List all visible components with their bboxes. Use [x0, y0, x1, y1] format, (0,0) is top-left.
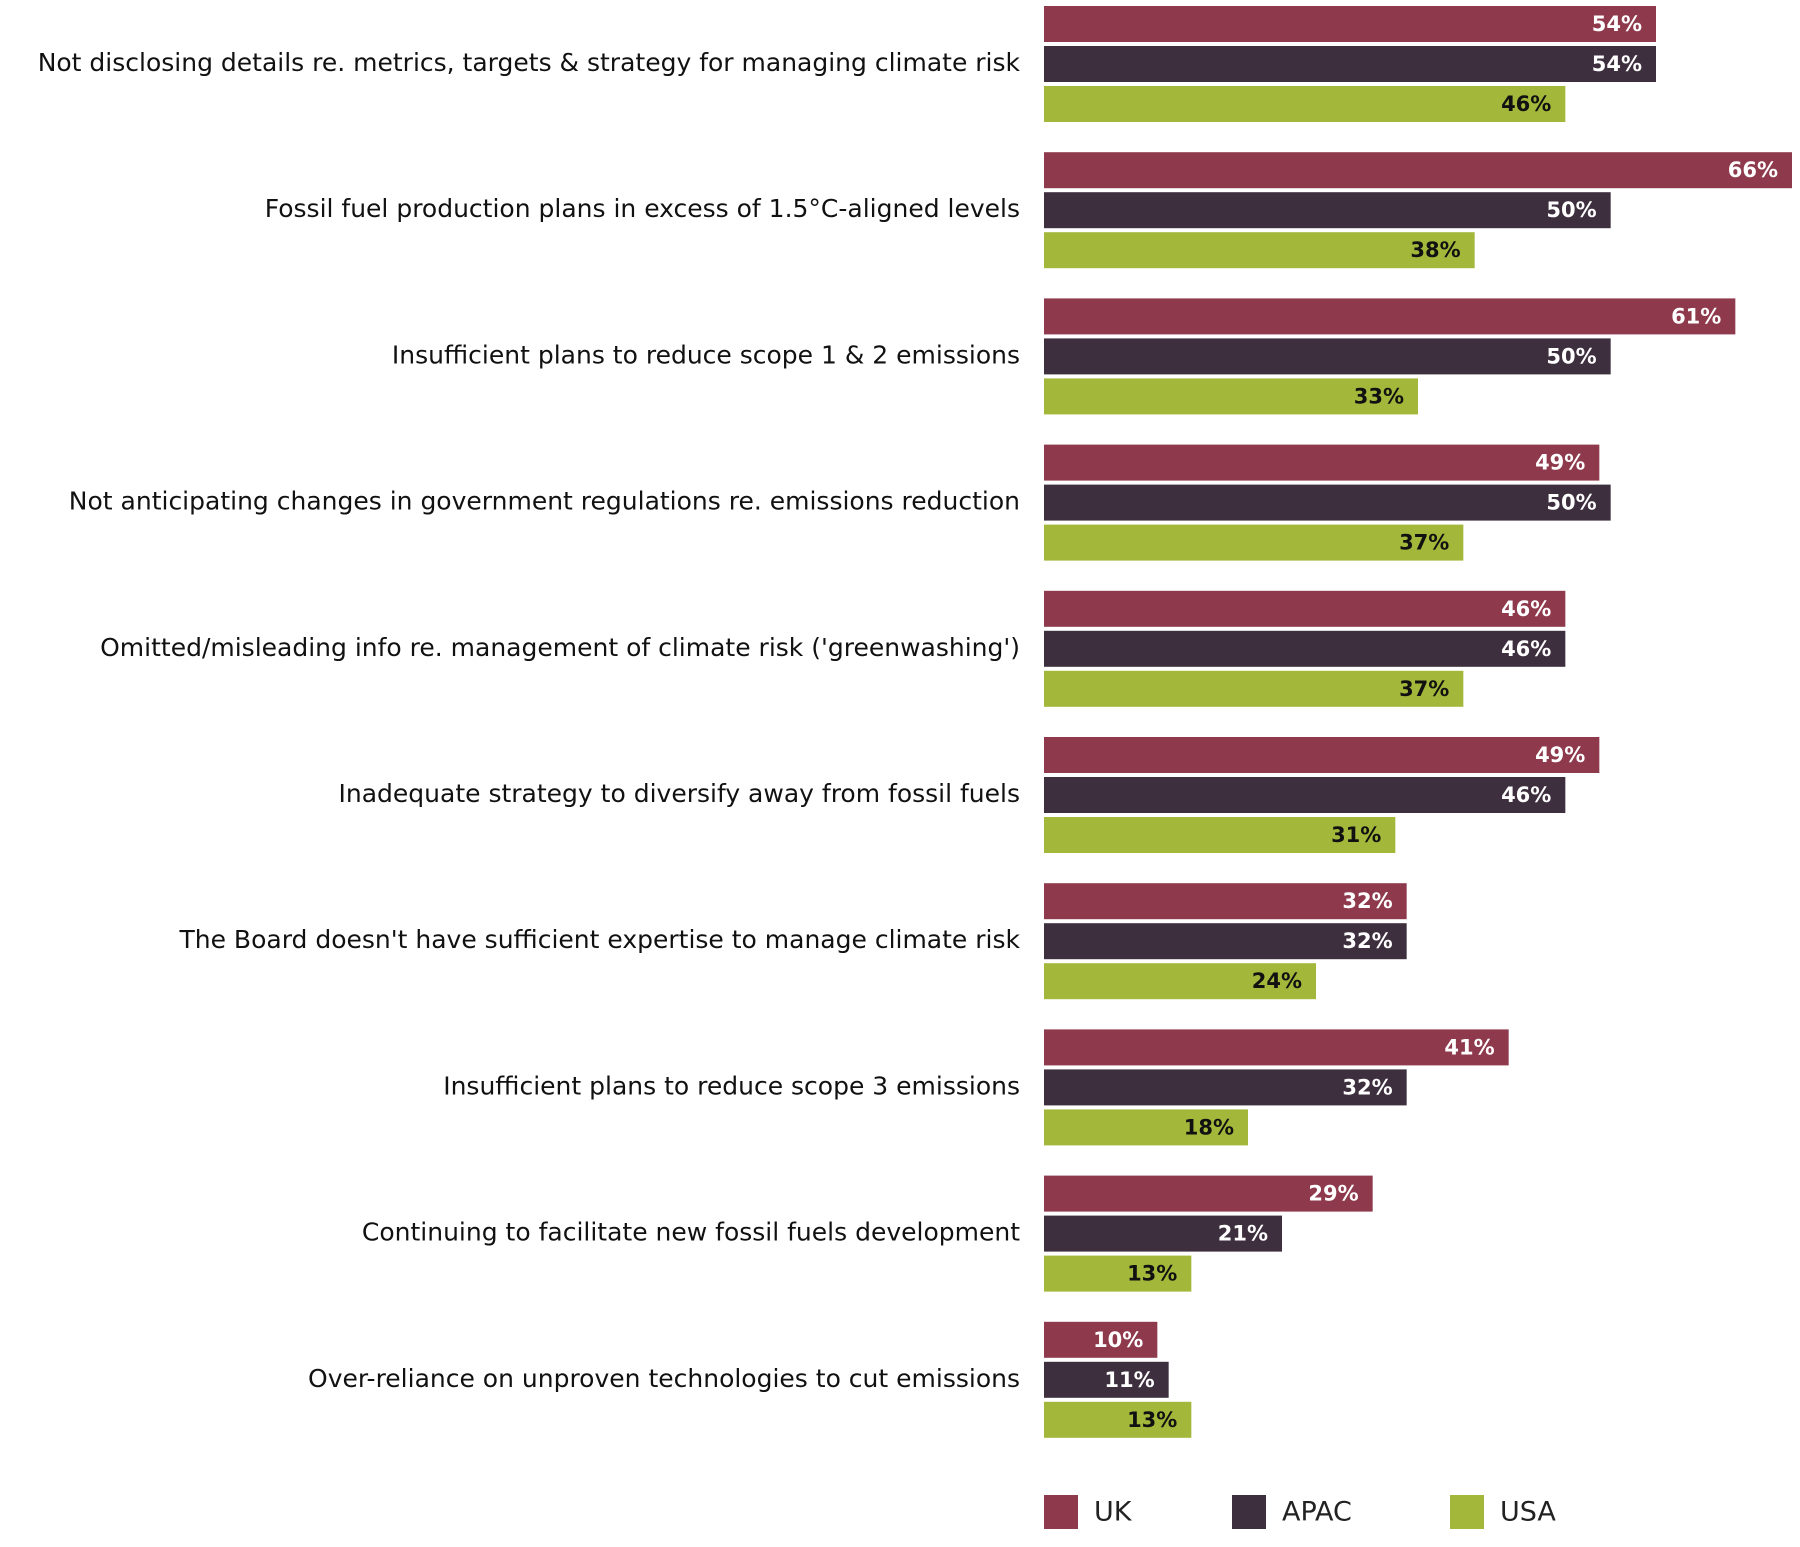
- bar-usa: [1044, 817, 1396, 853]
- data-label-usa: 18%: [1184, 1115, 1234, 1139]
- bar-apac: [1044, 630, 1566, 667]
- data-label-usa: 37%: [1399, 677, 1449, 701]
- data-label-usa: 13%: [1127, 1408, 1177, 1432]
- data-label-apac: 50%: [1546, 491, 1596, 515]
- bar-apac: [1044, 46, 1656, 82]
- value-labels: 54% 54% 46% 66% 50% 38% 61% 50% 33% 49% 50% 37% 46% 4…: [1093, 12, 1778, 1432]
- bar-apac: [1044, 1361, 1169, 1398]
- bar-usa: [1044, 86, 1566, 122]
- data-label-apac: 46%: [1501, 637, 1551, 661]
- legend: UK APAC USA: [1044, 1495, 1556, 1529]
- bar-uk: [1044, 152, 1792, 189]
- data-label-apac: 32%: [1342, 929, 1392, 953]
- data-label-usa: 37%: [1399, 531, 1449, 555]
- legend-label-uk: UK: [1094, 1497, 1133, 1528]
- category-label: Insufficient plans to reduce scope 3 emi…: [443, 1071, 1020, 1100]
- bar-usa: [1044, 963, 1316, 1000]
- bar-usa: [1044, 1109, 1248, 1146]
- data-label-uk: 46%: [1501, 597, 1551, 621]
- legend-label-usa: USA: [1500, 1497, 1556, 1528]
- bar-apac: [1044, 192, 1611, 229]
- bar-usa: [1044, 1255, 1192, 1292]
- data-label-apac: 50%: [1546, 344, 1596, 368]
- data-label-apac: 21%: [1218, 1222, 1268, 1246]
- data-label-usa: 31%: [1331, 823, 1381, 847]
- legend-swatch-uk: [1044, 1495, 1078, 1529]
- data-label-uk: 41%: [1444, 1035, 1494, 1059]
- data-label-usa: 33%: [1354, 384, 1404, 408]
- data-label-uk: 49%: [1535, 451, 1585, 475]
- data-label-uk: 49%: [1535, 743, 1585, 767]
- bar-usa: [1044, 670, 1464, 707]
- bar-apac: [1044, 484, 1611, 521]
- bar-uk: [1044, 298, 1736, 335]
- data-label-usa: 24%: [1252, 969, 1302, 993]
- legend-label-apac: APAC: [1282, 1497, 1352, 1528]
- bar-uk: [1044, 1321, 1158, 1358]
- bar-apac: [1044, 777, 1566, 813]
- category-label: Over-reliance on unproven technologies t…: [308, 1364, 1020, 1393]
- data-label-uk: 54%: [1592, 12, 1642, 36]
- bars: [1044, 6, 1792, 1438]
- category-label: Continuing to facilitate new fossil fuel…: [362, 1218, 1020, 1247]
- bar-usa: [1044, 378, 1418, 415]
- data-label-apac: 32%: [1342, 1075, 1392, 1099]
- bar-usa: [1044, 524, 1464, 561]
- bar-uk: [1044, 1175, 1373, 1212]
- data-label-uk: 29%: [1308, 1182, 1358, 1206]
- data-label-apac: 54%: [1592, 52, 1642, 76]
- bar-usa: [1044, 1401, 1192, 1438]
- category-label: The Board doesn't have sufficient expert…: [178, 925, 1020, 954]
- category-label: Not anticipating changes in government r…: [69, 487, 1020, 516]
- category-label: Not disclosing details re. metrics, targ…: [38, 48, 1021, 77]
- data-label-uk: 61%: [1671, 304, 1721, 328]
- data-label-usa: 13%: [1127, 1262, 1177, 1286]
- category-labels: Not disclosing details re. metrics, targ…: [38, 48, 1021, 1393]
- bar-uk: [1044, 1029, 1509, 1066]
- bar-uk: [1044, 444, 1600, 481]
- data-label-uk: 10%: [1093, 1328, 1143, 1352]
- bar-usa: [1044, 232, 1475, 269]
- legend-swatch-usa: [1450, 1495, 1484, 1529]
- bar-apac: [1044, 1069, 1407, 1106]
- bar-uk: [1044, 737, 1600, 773]
- data-label-uk: 66%: [1728, 158, 1778, 182]
- category-label: Insufficient plans to reduce scope 1 & 2…: [392, 340, 1020, 369]
- category-label: Omitted/misleading info re. management o…: [100, 633, 1020, 662]
- data-label-apac: 46%: [1501, 783, 1551, 807]
- bar-uk: [1044, 883, 1407, 920]
- category-label: Fossil fuel production plans in excess o…: [265, 194, 1020, 223]
- bar-apac: [1044, 923, 1407, 960]
- data-label-usa: 38%: [1410, 238, 1460, 262]
- bar-apac: [1044, 1215, 1282, 1252]
- category-label: Inadequate strategy to diversify away fr…: [339, 779, 1021, 808]
- bar-uk: [1044, 590, 1566, 627]
- legend-swatch-apac: [1232, 1495, 1266, 1529]
- data-label-apac: 50%: [1546, 198, 1596, 222]
- data-label-usa: 46%: [1501, 92, 1551, 116]
- bar-uk: [1044, 6, 1656, 42]
- data-label-apac: 11%: [1104, 1368, 1154, 1392]
- data-label-uk: 32%: [1342, 889, 1392, 913]
- bar-apac: [1044, 338, 1611, 375]
